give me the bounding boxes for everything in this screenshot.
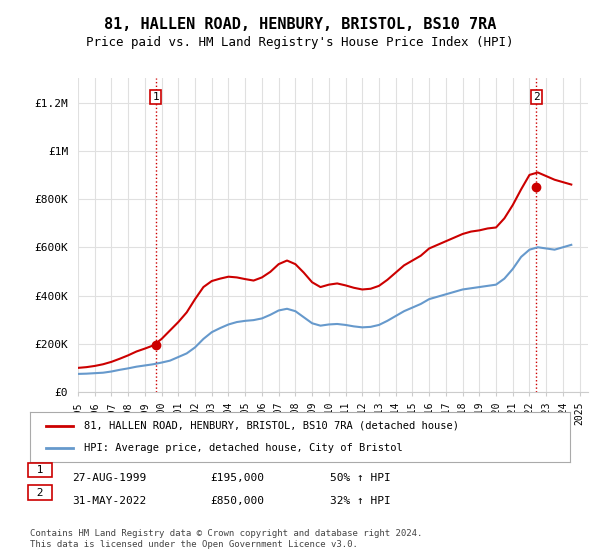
Text: Price paid vs. HM Land Registry's House Price Index (HPI): Price paid vs. HM Land Registry's House … [86, 36, 514, 49]
Text: 31-MAY-2022: 31-MAY-2022 [72, 496, 146, 506]
Text: 50% ↑ HPI: 50% ↑ HPI [330, 473, 391, 483]
Text: 27-AUG-1999: 27-AUG-1999 [72, 473, 146, 483]
Text: HPI: Average price, detached house, City of Bristol: HPI: Average price, detached house, City… [84, 443, 403, 453]
Text: £195,000: £195,000 [210, 473, 264, 483]
Text: £850,000: £850,000 [210, 496, 264, 506]
Text: 81, HALLEN ROAD, HENBURY, BRISTOL, BS10 7RA (detached house): 81, HALLEN ROAD, HENBURY, BRISTOL, BS10 … [84, 421, 459, 431]
Text: 2: 2 [533, 92, 540, 102]
Text: 1: 1 [30, 465, 50, 475]
Text: 81, HALLEN ROAD, HENBURY, BRISTOL, BS10 7RA: 81, HALLEN ROAD, HENBURY, BRISTOL, BS10 … [104, 17, 496, 32]
Text: 2: 2 [30, 488, 50, 498]
Text: Contains HM Land Registry data © Crown copyright and database right 2024.
This d: Contains HM Land Registry data © Crown c… [30, 529, 422, 549]
Text: 1: 1 [152, 92, 159, 102]
Text: 32% ↑ HPI: 32% ↑ HPI [330, 496, 391, 506]
